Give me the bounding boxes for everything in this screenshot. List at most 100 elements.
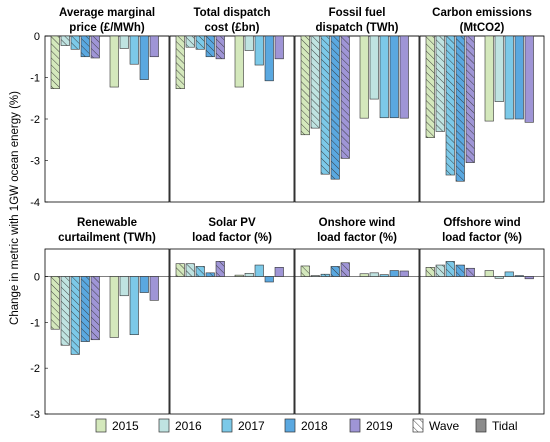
bar-hatch <box>186 263 195 277</box>
bar <box>524 35 534 123</box>
bar <box>274 35 284 60</box>
panel-title: Onshore wind <box>319 217 396 229</box>
bar-hatch <box>176 36 185 89</box>
bar-hatch <box>71 276 80 355</box>
bar <box>119 35 129 49</box>
bar-hatch <box>456 36 465 182</box>
panels: Average marginal price (£/MWh) -4 -3 -2 -1 0 To… <box>30 7 545 421</box>
bar <box>399 35 409 119</box>
panel-title: load factor (%) <box>317 232 397 244</box>
bar <box>129 35 139 65</box>
y-tick-label: -4 <box>30 197 40 209</box>
bar-hatch <box>301 36 310 135</box>
bar-hatch <box>331 266 340 277</box>
bar-hatch <box>311 36 320 129</box>
bar <box>244 35 254 51</box>
legend-label: 2019 <box>366 419 393 433</box>
y-tick-label: -1 <box>30 317 40 329</box>
bar <box>234 35 244 88</box>
bar <box>234 274 244 277</box>
panel: Offshore wind load factor (%) <box>419 217 545 415</box>
y-axis-label: Change in metric with 1GW ocean energy (… <box>9 91 21 325</box>
legend-swatch <box>475 418 487 433</box>
legend-swatch <box>284 418 296 433</box>
bar-hatch <box>311 275 320 277</box>
panel-title: Fossil fuel <box>329 7 386 19</box>
y-tick-label: -2 <box>30 363 40 375</box>
bar-hatch <box>81 36 90 57</box>
panel-title: Solar PV <box>208 217 256 229</box>
bar <box>274 267 284 277</box>
panel-title: cost (£bn) <box>205 22 260 34</box>
bar-hatch <box>51 36 60 89</box>
panel: Total dispatch cost (£bn) <box>169 7 295 203</box>
bar-hatch <box>456 265 465 277</box>
panel-title: Average marginal <box>59 7 155 19</box>
panel-title: load factor (%) <box>192 232 272 244</box>
panel-title: Renewable <box>77 217 137 229</box>
bar <box>149 35 159 58</box>
bar-hatch <box>186 36 195 48</box>
bar-hatch <box>61 276 70 346</box>
y-tick-label: -2 <box>30 114 40 126</box>
bar <box>399 270 409 277</box>
panel-title: dispatch (TWh) <box>315 22 398 34</box>
bar <box>149 276 159 301</box>
panel-title: price (£/MWh) <box>69 22 145 34</box>
bar-hatch <box>196 36 205 50</box>
legend-label: 2018 <box>301 419 328 433</box>
legend-label: 2016 <box>175 419 202 433</box>
bar-hatch <box>91 276 100 340</box>
panel-title: Offshore wind <box>443 217 520 229</box>
bar-hatch <box>466 268 475 277</box>
bar-hatch <box>71 36 80 50</box>
bar <box>524 276 534 280</box>
bar-hatch <box>51 276 60 330</box>
bar <box>494 35 504 102</box>
bar <box>379 35 389 119</box>
bar-hatch <box>426 267 435 277</box>
bar <box>139 276 149 293</box>
bar <box>369 35 379 100</box>
bar-hatch <box>206 272 215 277</box>
y-tick-label: -1 <box>30 73 40 85</box>
legend-label: Tidal <box>492 419 518 433</box>
legend-label: 2015 <box>112 419 139 433</box>
panel-title: curtailment (TWh) <box>58 232 156 244</box>
bar-hatch <box>446 261 455 277</box>
legend: 2015 2016 2017 2018 2019 Wave Tidal <box>95 418 518 433</box>
panel-frame <box>44 35 170 203</box>
legend-swatch <box>221 418 233 433</box>
bar <box>264 35 274 82</box>
panel-title: Carbon emissions <box>432 7 532 19</box>
bar <box>359 273 369 277</box>
legend-swatch-hatch <box>413 419 423 432</box>
bar <box>389 270 399 277</box>
bar <box>494 276 504 279</box>
bar <box>389 35 399 119</box>
bar-hatch <box>216 36 225 59</box>
bar <box>139 35 149 80</box>
bar-hatch <box>196 266 205 277</box>
panel-title: (MtCO2) <box>460 22 505 34</box>
bar-hatch <box>81 276 90 342</box>
bar <box>254 264 264 277</box>
bar-hatch <box>321 274 330 277</box>
bar-hatch <box>216 261 225 277</box>
legend-swatch <box>95 418 107 433</box>
bar <box>504 271 514 277</box>
legend-label: 2017 <box>238 419 265 433</box>
bar-hatch <box>61 36 70 46</box>
bar <box>359 35 369 119</box>
bar-hatch <box>436 265 445 277</box>
bar <box>244 272 254 277</box>
bar-hatch <box>176 263 185 277</box>
legend-label: Wave <box>429 419 460 433</box>
bar <box>379 274 389 277</box>
y-tick-label: 0 <box>34 272 40 284</box>
bar <box>119 276 129 297</box>
bar-hatch <box>341 262 350 277</box>
bar <box>369 272 379 277</box>
y-tick-label: 0 <box>34 31 40 43</box>
bar-hatch <box>321 36 330 175</box>
